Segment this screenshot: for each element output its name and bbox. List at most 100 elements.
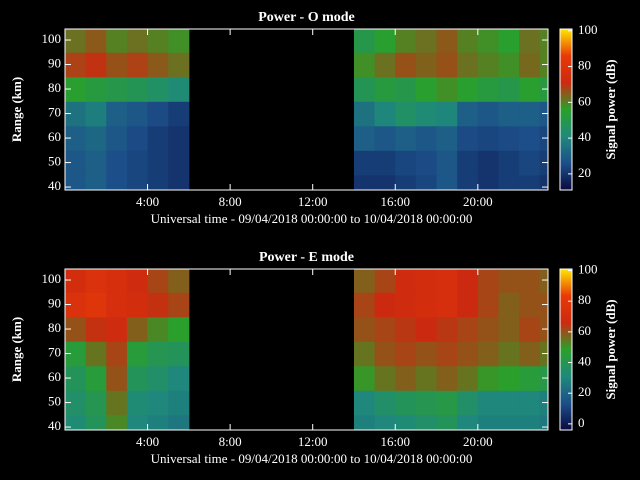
heatmap-cell	[353, 125, 376, 151]
plot-frame	[64, 268, 549, 431]
heatmap-cell	[477, 341, 499, 367]
heatmap-cell	[374, 52, 396, 78]
heatmap-cell	[415, 269, 438, 293]
heatmap-cell	[85, 174, 107, 190]
heatmap-cell	[106, 125, 128, 151]
y-tick-label: 40	[48, 418, 61, 433]
heatmap-cell	[457, 52, 479, 78]
heatmap-cell	[498, 414, 520, 430]
heatmap-cell	[519, 174, 541, 190]
heatmap-cell	[85, 150, 107, 176]
panel: Power - O mode 40 50 60 70 80 90 100 4:00 8:00 12:…	[9, 10, 618, 226]
heatmap-cell	[65, 341, 87, 367]
heatmap-cell	[457, 292, 479, 318]
heatmap-cell	[395, 76, 417, 102]
heatmap-cell	[126, 101, 149, 127]
heatmap-cell	[85, 390, 107, 416]
heatmap-cell	[65, 292, 87, 318]
heatmap-cell	[147, 390, 169, 416]
colorbar-tick-label: 20	[578, 384, 591, 399]
heatmap-cell	[374, 76, 396, 102]
heatmap-cell	[168, 125, 190, 151]
heatmap-cell	[395, 174, 417, 190]
heatmap-cell	[519, 76, 541, 102]
heatmap-cell	[477, 365, 499, 391]
heatmap-cell	[353, 341, 376, 367]
heatmap-cell	[477, 390, 499, 416]
heatmap-cell	[106, 414, 128, 430]
heatmap-cell	[395, 414, 417, 430]
heatmap-cell	[147, 150, 169, 176]
heatmap-cell	[168, 414, 190, 430]
heatmap-cell	[498, 150, 520, 176]
heatmap-cell	[395, 269, 417, 293]
colorbar-tick-label: 40	[578, 354, 591, 369]
heatmap-cell	[353, 365, 376, 391]
heatmap-cell	[147, 174, 169, 190]
x-tick-label: 8:00	[219, 434, 242, 449]
heatmap-cell	[395, 316, 417, 342]
heatmap-cell	[519, 101, 541, 127]
heatmap-cell	[498, 316, 520, 342]
heatmap-cell	[395, 150, 417, 176]
heatmap-cell	[106, 390, 128, 416]
heatmap-cell	[126, 316, 149, 342]
heatmap-cell	[353, 390, 376, 416]
heatmap-cell	[126, 150, 149, 176]
heatmap-cell	[457, 414, 479, 430]
heatmap-cell	[415, 52, 438, 78]
heatmap-cell	[85, 414, 107, 430]
heatmap-cell	[85, 341, 107, 367]
heatmap-cell	[477, 174, 499, 190]
heatmap-cell	[436, 125, 458, 151]
heatmap-cell	[415, 101, 438, 127]
colorbar-tick-label: 100	[578, 22, 598, 37]
heatmap-cell	[457, 390, 479, 416]
heatmap-cell	[147, 414, 169, 430]
heatmap-cell	[374, 365, 396, 391]
heatmap-cell	[353, 76, 376, 102]
heatmap-cell	[106, 365, 128, 391]
heatmap-cell	[457, 125, 479, 151]
heatmap-cell	[415, 414, 438, 430]
heatmap-cell	[498, 269, 520, 293]
heatmap-cell	[519, 29, 541, 53]
heatmap-cell	[498, 52, 520, 78]
heatmap-cell	[457, 365, 479, 391]
heatmap-cell	[168, 292, 190, 318]
heatmap-cell	[415, 292, 438, 318]
heatmap-cell	[353, 414, 376, 430]
heatmap-cell	[106, 101, 128, 127]
heatmap-cell	[519, 414, 541, 430]
heatmap-cell	[126, 390, 149, 416]
heatmap-cell	[65, 390, 87, 416]
y-tick-label: 100	[42, 271, 62, 286]
heatmap-cell	[85, 29, 107, 53]
heatmap-cell	[85, 269, 107, 293]
y-tick-label: 100	[42, 31, 62, 46]
x-tick-label: 4:00	[136, 434, 159, 449]
colorbar-tick-label: 20	[578, 165, 591, 180]
heatmap-cell	[395, 125, 417, 151]
heatmap-cell	[374, 101, 396, 127]
heatmap-cell	[436, 269, 458, 293]
heatmap-cell	[168, 341, 190, 367]
heatmap-cell	[436, 76, 458, 102]
x-tick-label: 20:00	[463, 434, 493, 449]
heatmap-cell	[415, 150, 438, 176]
heatmap-cell	[477, 52, 499, 78]
heatmap-cell	[106, 292, 128, 318]
heatmap-cell	[415, 341, 438, 367]
heatmap-cell	[519, 341, 541, 367]
heatmap-cell	[539, 29, 548, 53]
heatmap-cell	[106, 150, 128, 176]
heatmap-cell	[457, 174, 479, 190]
heatmap-cell	[436, 414, 458, 430]
heatmap-cell	[168, 174, 190, 190]
heatmap-cell	[374, 292, 396, 318]
heatmap-cell	[539, 414, 548, 430]
heatmap-cell	[477, 414, 499, 430]
heatmap-cell	[436, 390, 458, 416]
